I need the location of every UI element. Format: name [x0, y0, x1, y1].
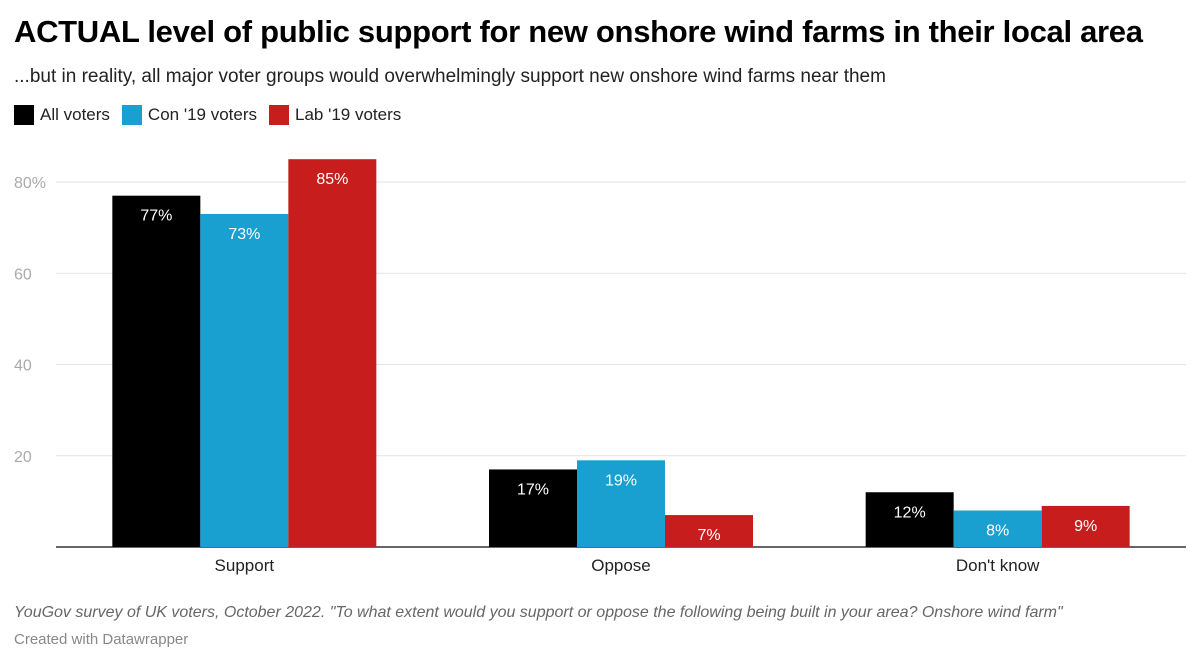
bar-support-series-0 — [112, 195, 201, 547]
legend-label-con-19-voters: Con '19 voters — [147, 105, 258, 124]
data-label-support-series-0: 77% — [140, 208, 172, 225]
chart-title: ACTUAL level of public support for new o… — [14, 14, 1143, 49]
footer-credit: Created with Datawrapper — [14, 631, 189, 648]
x-tick-label-support: Support — [215, 556, 275, 575]
data-label-don-t-know-series-2: 9% — [1074, 518, 1097, 535]
bar-support-series-1 — [200, 213, 289, 547]
legend-label-all-voters: All voters — [40, 105, 110, 124]
legend-item-con-19-voters: Con '19 voters — [121, 105, 258, 125]
data-label-don-t-know-series-1: 8% — [986, 523, 1009, 540]
bar-support-series-2 — [288, 159, 377, 547]
footer-source: YouGov survey of UK voters, October 2022… — [14, 604, 1063, 621]
data-label-oppose-series-1: 19% — [605, 472, 637, 489]
y-tick-label-80: 80% — [14, 175, 46, 192]
bar-don-t-know-series-0 — [865, 492, 954, 547]
data-label-don-t-know-series-0: 12% — [894, 504, 926, 521]
x-tick-label-don-t-know: Don't know — [956, 556, 1040, 575]
bar-don-t-know-series-2 — [1041, 505, 1130, 547]
chart-subtitle: ...but in reality, all major voter group… — [14, 66, 886, 87]
data-label-oppose-series-0: 17% — [517, 481, 549, 498]
data-label-support-series-2: 85% — [316, 171, 348, 188]
y-tick-label-20: 20 — [14, 449, 32, 466]
x-tick-label-oppose: Oppose — [591, 556, 651, 575]
legend-swatch-lab-19-voters — [269, 105, 290, 125]
legend: All voters Con '19 voters Lab '19 voters — [14, 105, 413, 125]
bar-oppose-series-0 — [489, 469, 577, 547]
data-label-oppose-series-2: 7% — [697, 527, 720, 544]
legend-item-all-voters: All voters — [14, 105, 110, 125]
legend-swatch-all-voters — [14, 105, 34, 125]
bar-oppose-series-2 — [665, 515, 753, 547]
y-tick-label-60: 60 — [14, 266, 32, 283]
y-tick-label-40: 40 — [14, 358, 32, 375]
legend-swatch-con-19-voters — [121, 105, 142, 125]
legend-item-lab-19-voters: Lab '19 voters — [269, 105, 401, 125]
bar-don-t-know-series-1 — [953, 510, 1042, 547]
bar-oppose-series-1 — [577, 460, 665, 547]
data-label-support-series-1: 73% — [228, 226, 260, 243]
legend-label-lab-19-voters: Lab '19 voters — [295, 105, 402, 124]
